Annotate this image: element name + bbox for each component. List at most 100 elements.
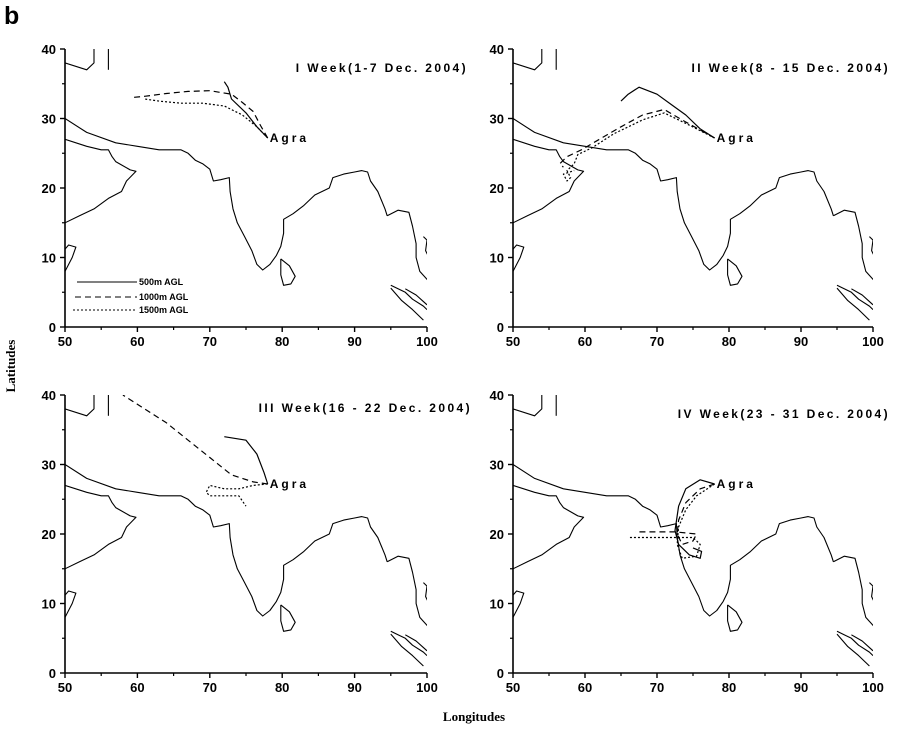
trajectory-dotted-line	[144, 98, 269, 139]
panel-1: 50 60 70 80 90 100 0 10 20 30 40 I Week(1-7 Dec. 20…	[42, 42, 468, 349]
coastline-6	[280, 258, 296, 286]
x-tick-label: 90	[347, 680, 361, 695]
coastline-3	[65, 118, 388, 271]
coastline-3	[513, 118, 834, 271]
coastline-10	[851, 288, 873, 306]
x-tick-label: 50	[58, 334, 72, 349]
panel-4: 50 60 70 80 90 100 0 10 20 30 40 IV Week(23 - 31 De…	[490, 388, 890, 695]
x-tick-label: 100	[862, 680, 884, 695]
coastline-1	[65, 395, 95, 417]
coastline-11	[836, 287, 870, 321]
x-tick-label: 70	[650, 680, 664, 695]
coastline-10	[851, 634, 873, 652]
trajectory-solid-line	[674, 479, 715, 559]
coastline-7	[833, 555, 873, 627]
panel-2: 50 60 70 80 90 100 0 10 20 30 40 II Week(8 - 15 Dec…	[490, 42, 890, 349]
y-tick-label: 30	[42, 112, 56, 127]
x-tick-label: 70	[203, 334, 217, 349]
coastline-11	[836, 633, 870, 667]
x-tick-label: 90	[794, 334, 808, 349]
city-label-agra: Agra	[717, 131, 756, 145]
x-tick-label: 80	[722, 334, 736, 349]
coastline-5	[513, 590, 525, 618]
trajectory-dotted-line	[205, 483, 268, 507]
coastline-5	[65, 590, 77, 618]
trajectory-dashed-line	[559, 108, 715, 168]
coastline-4	[65, 138, 137, 224]
coastline-9	[836, 284, 873, 310]
y-tick-label: 0	[497, 320, 504, 335]
panel-title: III Week(16 - 22 Dec. 2004)	[259, 401, 472, 415]
y-tick-label: 20	[42, 527, 56, 542]
coastline-1	[513, 395, 543, 417]
trajectory-dashed-line	[122, 395, 268, 485]
coastline-3	[65, 464, 388, 617]
legend-label: 1500m AGL	[139, 305, 189, 315]
legend: 500m AGL 1000m AGL 1500m AGL	[73, 277, 189, 315]
y-tick-label: 10	[490, 251, 504, 266]
coastline-9	[390, 284, 427, 310]
y-tick-label: 20	[490, 527, 504, 542]
coastline-7	[386, 209, 427, 281]
coastline-9	[390, 630, 427, 656]
coastline-6	[727, 604, 743, 632]
trajectory-solid-line	[224, 436, 269, 485]
trajectory-dotted-line	[628, 483, 715, 559]
coastline-5	[513, 244, 525, 272]
coastline-7	[833, 209, 873, 281]
y-tick-label: 10	[42, 251, 56, 266]
x-tick-label: 60	[130, 334, 144, 349]
x-tick-label: 80	[722, 680, 736, 695]
coastline-8	[869, 236, 873, 255]
plot-area	[65, 49, 427, 321]
y-tick-label: 30	[42, 458, 56, 473]
x-tick-label: 90	[794, 680, 808, 695]
coastline-5	[65, 244, 77, 272]
coastline-3	[513, 464, 834, 617]
city-label-agra: Agra	[717, 477, 756, 491]
coastline-6	[280, 604, 296, 632]
x-tick-label: 60	[578, 334, 592, 349]
legend-label: 1000m AGL	[139, 292, 189, 302]
y-tick-label: 40	[42, 388, 56, 403]
y-tick-label: 40	[490, 388, 504, 403]
coastline-11	[390, 287, 424, 321]
coastline-6	[727, 258, 743, 286]
y-axis-title: Latitudes	[3, 340, 18, 393]
y-tick-label: 20	[490, 181, 504, 196]
panel-title: II Week(8 - 15 Dec. 2004)	[691, 61, 890, 75]
coastline-7	[386, 555, 427, 627]
figure-label: b	[4, 2, 19, 30]
panel-title: I Week(1-7 Dec. 2004)	[296, 61, 468, 75]
coastline-4	[65, 484, 137, 570]
legend-label: 500m AGL	[139, 277, 184, 287]
trajectory-dashed-line	[635, 483, 715, 546]
x-tick-label: 70	[650, 334, 664, 349]
plot-area	[513, 395, 873, 667]
x-tick-label: 80	[275, 680, 289, 695]
y-tick-label: 40	[42, 42, 56, 57]
y-tick-label: 20	[42, 181, 56, 196]
y-tick-label: 30	[490, 458, 504, 473]
x-tick-label: 100	[416, 680, 438, 695]
x-tick-label: 50	[506, 334, 520, 349]
y-tick-label: 10	[42, 597, 56, 612]
city-label-agra: Agra	[270, 131, 309, 145]
plot-area	[513, 49, 873, 321]
x-axis-title: Longitudes	[443, 709, 505, 724]
y-tick-label: 10	[490, 597, 504, 612]
plot-area	[65, 395, 427, 667]
y-tick-label: 0	[497, 666, 504, 681]
y-tick-label: 0	[49, 666, 56, 681]
x-tick-label: 70	[203, 680, 217, 695]
coastline-1	[65, 49, 95, 71]
panel-title: IV Week(23 - 31 Dec. 2004)	[678, 407, 890, 421]
x-tick-label: 50	[58, 680, 72, 695]
y-tick-label: 0	[49, 320, 56, 335]
coastline-10	[405, 634, 427, 652]
coastline-4	[513, 484, 585, 570]
coastline-11	[390, 633, 424, 667]
coastline-10	[405, 288, 427, 306]
